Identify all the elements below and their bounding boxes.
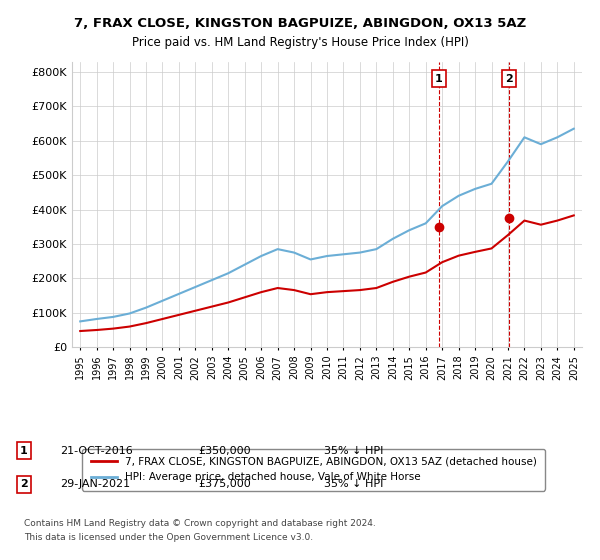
- Text: 7, FRAX CLOSE, KINGSTON BAGPUIZE, ABINGDON, OX13 5AZ: 7, FRAX CLOSE, KINGSTON BAGPUIZE, ABINGD…: [74, 17, 526, 30]
- Text: £375,000: £375,000: [198, 479, 251, 489]
- Text: 29-JAN-2021: 29-JAN-2021: [60, 479, 130, 489]
- Text: Contains HM Land Registry data © Crown copyright and database right 2024.: Contains HM Land Registry data © Crown c…: [24, 519, 376, 528]
- Legend: 7, FRAX CLOSE, KINGSTON BAGPUIZE, ABINGDON, OX13 5AZ (detached house), HPI: Aver: 7, FRAX CLOSE, KINGSTON BAGPUIZE, ABINGD…: [82, 449, 545, 491]
- Text: 21-OCT-2016: 21-OCT-2016: [60, 446, 133, 456]
- Text: 1: 1: [435, 74, 443, 84]
- Text: 35% ↓ HPI: 35% ↓ HPI: [324, 479, 383, 489]
- Text: 2: 2: [20, 479, 28, 489]
- Text: 35% ↓ HPI: 35% ↓ HPI: [324, 446, 383, 456]
- Text: Price paid vs. HM Land Registry's House Price Index (HPI): Price paid vs. HM Land Registry's House …: [131, 36, 469, 49]
- Text: 1: 1: [20, 446, 28, 456]
- Text: This data is licensed under the Open Government Licence v3.0.: This data is licensed under the Open Gov…: [24, 533, 313, 542]
- Text: £350,000: £350,000: [198, 446, 251, 456]
- Text: 2: 2: [505, 74, 513, 84]
